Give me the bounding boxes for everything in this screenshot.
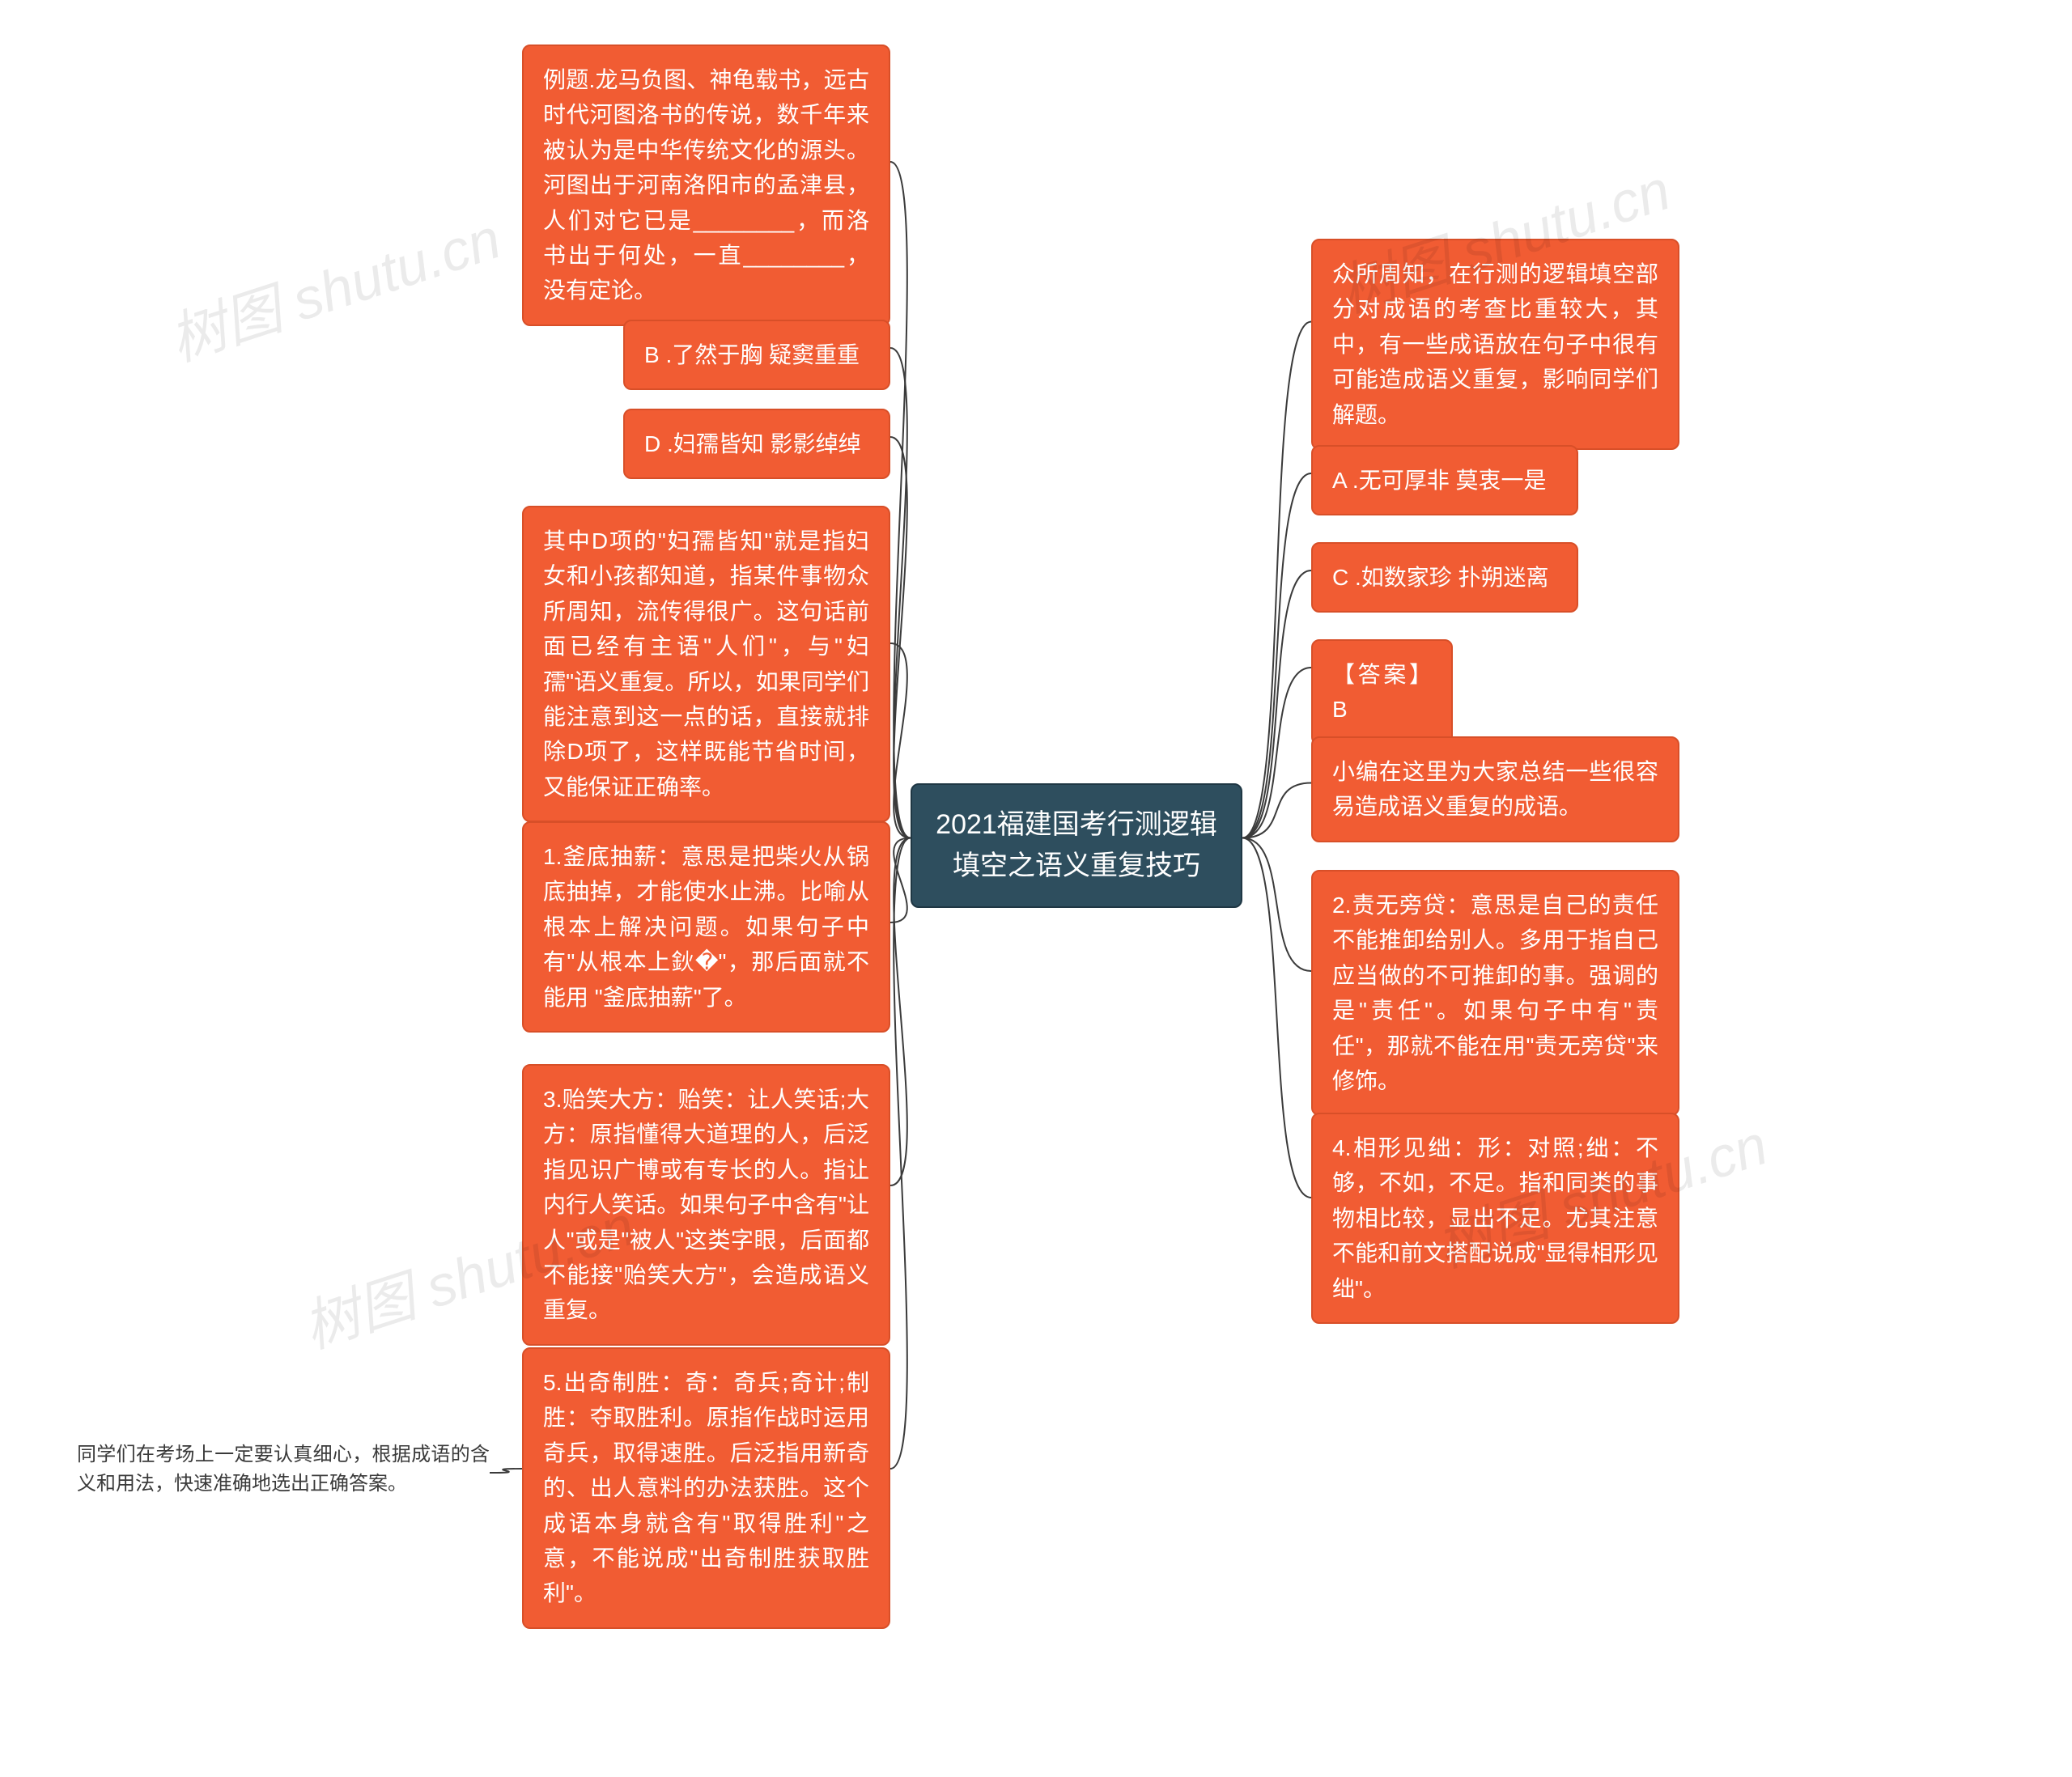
node-text: B .了然于胸 疑窦重重 (644, 342, 860, 367)
connector (1242, 570, 1311, 838)
node-text: C .如数家珍 扑朔迷离 (1332, 565, 1549, 590)
right-node: A .无可厚非 莫衷一是 (1311, 445, 1578, 515)
mindmap-canvas: 2021福建国考行测逻辑填空之语义重复技巧 例题.龙马负图、神龟载书，远古时代河图… (0, 0, 2072, 1777)
right-node: 众所周知，在行测的逻辑填空部分对成语的考查比重较大，其中，有一些成语放在句子中很… (1311, 239, 1679, 450)
node-text: 2.责无旁贷：意思是自己的责任不能推卸给别人。多用于指自己应当做的不可推卸的事。… (1332, 893, 1658, 1093)
connector (890, 162, 911, 838)
watermark-text: 树图 shutu.cn (162, 206, 507, 372)
connector (1242, 838, 1311, 1198)
node-text: 3.贻笑大方：贻笑：让人笑话;大方：原指懂得大道理的人，后泛指见识广博或有专长的… (543, 1087, 869, 1322)
right-node: 【答案】B (1311, 639, 1453, 745)
left-node: B .了然于胸 疑窦重重 (623, 320, 890, 390)
center-node: 2021福建国考行测逻辑填空之语义重复技巧 (911, 783, 1242, 908)
leaf-note: 同学们在考场上一定要认真细心，根据成语的含义和用法，快速准确地选出正确答案。 (77, 1440, 490, 1505)
node-text: 2021福建国考行测逻辑填空之语义重复技巧 (936, 809, 1217, 881)
connector (1242, 668, 1311, 838)
watermark: 树图 shutu.cn (158, 193, 510, 377)
left-node: D .妇孺皆知 影影绰绰 (623, 409, 890, 479)
left-node: 3.贻笑大方：贻笑：让人笑话;大方：原指懂得大道理的人，后泛指见识广博或有专长的… (522, 1064, 890, 1346)
node-text: 众所周知，在行测的逻辑填空部分对成语的考查比重较大，其中，有一些成语放在句子中很… (1332, 261, 1658, 427)
node-text: 小编在这里为大家总结一些很容易造成语义重复的成语。 (1332, 759, 1658, 819)
node-text: 同学们在考场上一定要认真细心，根据成语的含义和用法，快速准确地选出正确答案。 (77, 1444, 490, 1495)
right-node: 小编在这里为大家总结一些很容易造成语义重复的成语。 (1311, 736, 1679, 842)
right-node: 4.相形见绌：形：对照;绌：不够，不如，不足。指和同类的事物相比较，显出不足。尤… (1311, 1113, 1679, 1324)
connector (890, 643, 911, 838)
node-text: D .妇孺皆知 影影绰绰 (644, 431, 861, 456)
node-text: 例题.龙马负图、神龟载书，远古时代河图洛书的传说，数千年来被认为是中华传统文化的… (543, 67, 869, 303)
node-text: A .无可厚非 莫衷一是 (1332, 468, 1546, 493)
node-text: 1.釜底抽薪：意思是把柴火从锅底抽掉，才能使水止沸。比喻从根本上解决问题。如果句… (543, 844, 869, 1010)
left-node: 1.釜底抽薪：意思是把柴火从锅底抽掉，才能使水止沸。比喻从根本上解决问题。如果句… (522, 821, 890, 1033)
left-node: 其中D项的"妇孺皆知"就是指妇女和小孩都知道，指某件事物众所周知，流传得很广。这… (522, 506, 890, 822)
node-text: 4.相形见绌：形：对照;绌：不够，不如，不足。指和同类的事物相比较，显出不足。尤… (1332, 1135, 1658, 1301)
node-text: 5.出奇制胜：奇：奇兵;奇计;制胜：夺取胜利。原指作战时运用奇兵，取得速胜。后泛… (543, 1370, 869, 1605)
connector (890, 838, 911, 1470)
connector (1242, 473, 1311, 838)
connector (890, 838, 911, 1186)
node-text: 【答案】B (1332, 662, 1432, 722)
connector (890, 437, 911, 838)
left-node: 例题.龙马负图、神龟载书，远古时代河图洛书的传说，数千年来被认为是中华传统文化的… (522, 45, 890, 326)
connector (890, 838, 911, 923)
node-text: 其中D项的"妇孺皆知"就是指妇女和小孩都知道，指某件事物众所周知，流传得很广。这… (543, 528, 869, 799)
connector (890, 348, 911, 838)
connector (1242, 783, 1311, 838)
connector (490, 1469, 522, 1473)
left-node: 5.出奇制胜：奇：奇兵;奇计;制胜：夺取胜利。原指作战时运用奇兵，取得速胜。后泛… (522, 1347, 890, 1629)
right-node: 2.责无旁贷：意思是自己的责任不能推卸给别人。多用于指自己应当做的不可推卸的事。… (1311, 870, 1679, 1116)
right-node: C .如数家珍 扑朔迷离 (1311, 542, 1578, 613)
connector (1242, 322, 1311, 838)
connector (1242, 838, 1311, 972)
